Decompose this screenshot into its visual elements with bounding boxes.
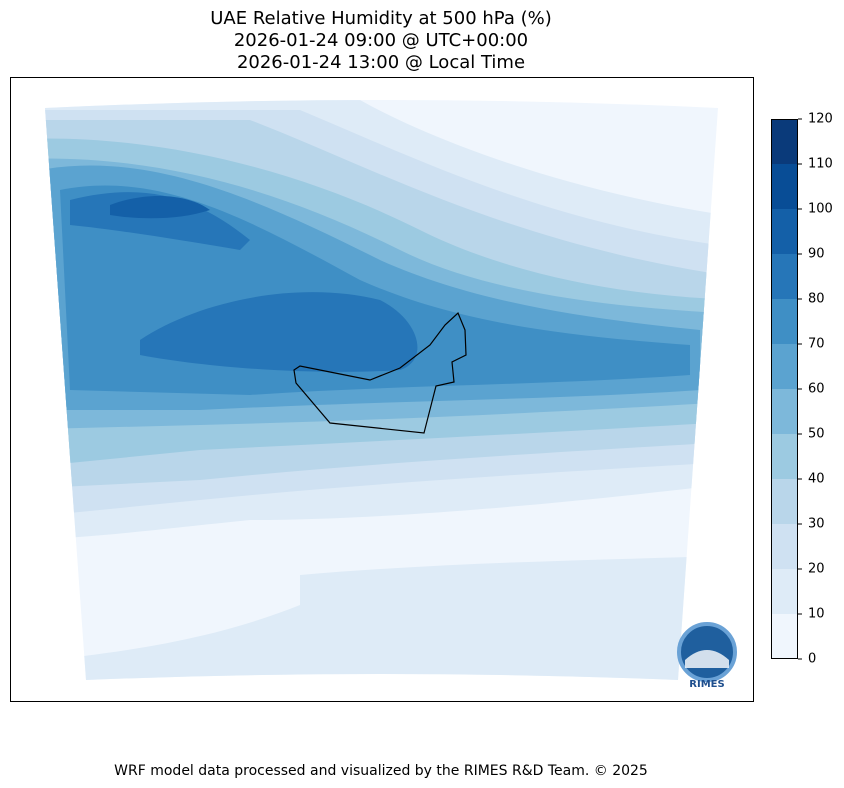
colorbar-band [771,119,798,164]
colorbar-tick-label: 100 [808,202,833,217]
colorbar-band [771,569,798,614]
colorbar-tick-label: 10 [808,607,825,622]
colorbar-tick-label: 0 [808,652,816,667]
colorbar-frame [771,119,798,659]
title-line: UAE Relative Humidity at 500 hPa (%) [210,8,551,29]
colorbar-band [771,344,798,389]
humidity-field [45,100,718,680]
colorbar-band [771,254,798,299]
logo-text: RIMES [689,679,724,690]
colorbar-band [771,614,798,659]
logo: RIMES [677,622,737,690]
colorbar-tick-label: 50 [808,427,825,442]
title-line: 2026-01-24 13:00 @ Local Time [237,52,525,73]
colorbar-tick-label: 110 [808,157,833,172]
colorbar-band [771,164,798,209]
colorbar-tick-label: 40 [808,472,825,487]
colorbar-band [771,389,798,434]
colorbar-band [771,434,798,479]
colorbar-tick-label: 90 [808,247,825,262]
colorbar-band [771,479,798,524]
title-line: 2026-01-24 09:00 @ UTC+00:00 [234,30,528,51]
colorbar-tick-label: 70 [808,337,825,352]
colorbar-tick-label: 20 [808,562,825,577]
colorbar-tick-label: 60 [808,382,825,397]
colorbar-band [771,209,798,254]
colorbar-band [771,524,798,569]
footer: WRF model data processed and visualized … [114,763,648,779]
colorbar-tick-label: 30 [808,517,825,532]
colorbar-band [771,299,798,344]
uae-border [293,311,467,434]
colorbar-tick-label: 80 [808,292,825,307]
colorbar-tick-label: 120 [808,112,833,127]
